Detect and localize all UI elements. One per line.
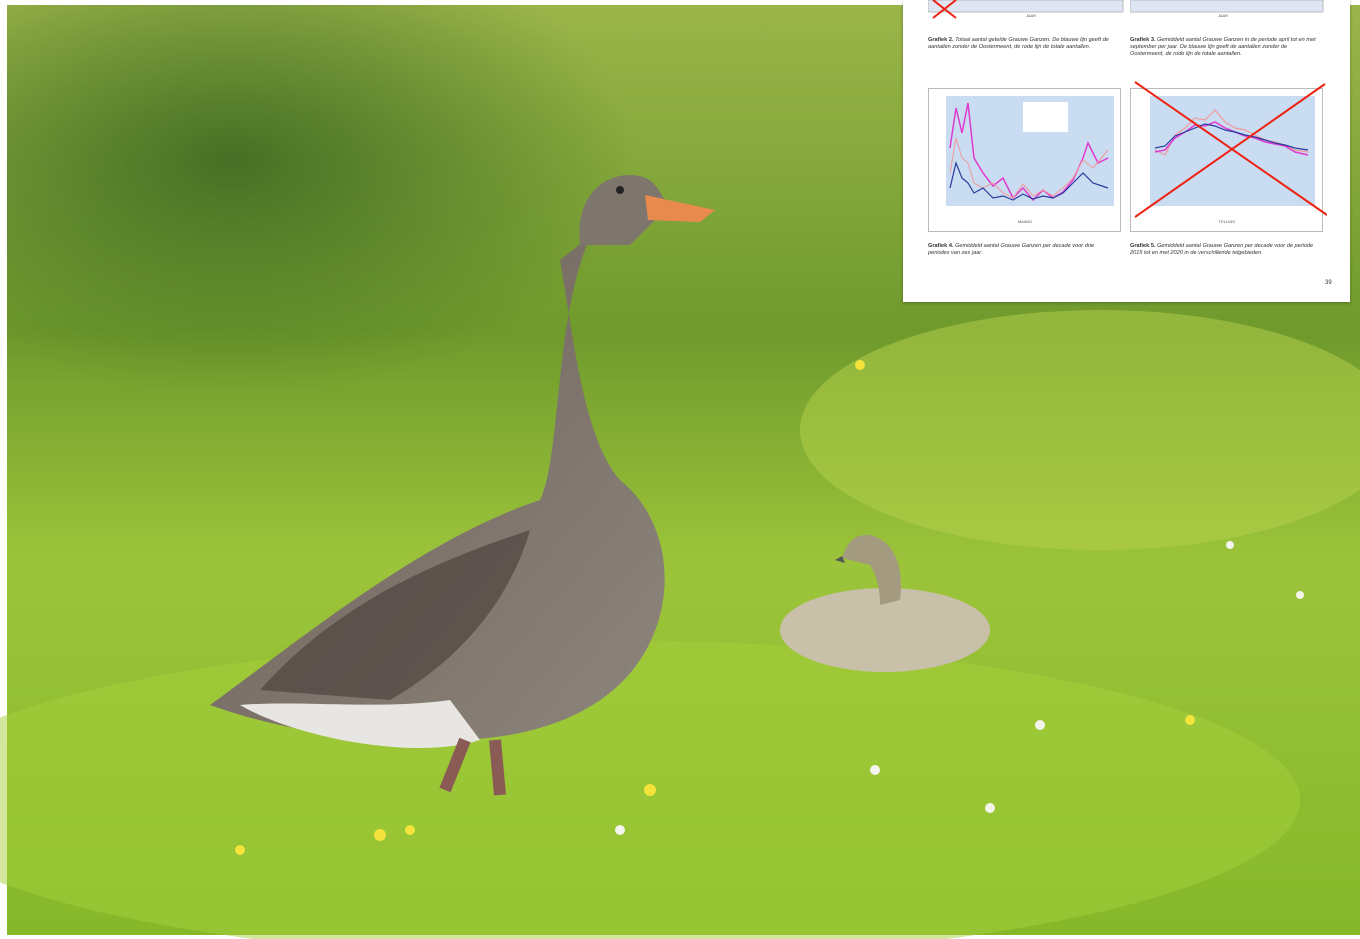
gosling — [780, 534, 990, 672]
flowers — [235, 360, 1195, 855]
caption-label: Grafiek 2. — [928, 37, 954, 43]
shade — [7, 5, 907, 525]
axis-label: MAAND — [1017, 219, 1033, 224]
caption-label: Grafiek 3. — [1130, 37, 1156, 43]
goose — [210, 175, 715, 796]
white-flowers — [615, 541, 1304, 835]
caption: Grafiek 5. Gemiddeld aantal Grauwe Ganze… — [1130, 243, 1318, 257]
document-page: JAAR JAAR Grafiek 2. Totaal aantal getel… — [903, 0, 1350, 302]
caption: Grafiek 2. Totaal aantal getelde Grauwe … — [928, 37, 1116, 51]
light-grass — [800, 310, 1360, 550]
caption-label: Grafiek 5. — [1130, 243, 1156, 249]
caption-text: Gemiddeld aantal Grauwe Ganzen in de per… — [1130, 37, 1316, 57]
chart-image — [928, 0, 1124, 19]
caption: Grafiek 3. Gemiddeld aantal Grauwe Ganze… — [1130, 37, 1318, 58]
caption-text: Gemiddeld aantal Grauwe Ganzen per decad… — [928, 243, 1095, 256]
chart-image — [928, 88, 1121, 232]
axis-label: JAAR — [1217, 13, 1229, 18]
caption-text: Gemiddeld aantal Grauwe Ganzen per decad… — [1130, 243, 1314, 256]
axis-label: TELLING — [1218, 219, 1236, 224]
caption: Grafiek 4. Gemiddeld aantal Grauwe Ganze… — [928, 243, 1116, 257]
chart-image — [1130, 81, 1327, 232]
caption-label: Grafiek 4. — [928, 243, 954, 249]
chart-image — [1130, 0, 1324, 13]
caption-text: Totaal aantal getelde Grauwe Ganzen. De … — [928, 37, 1109, 50]
page-number: 39 — [1325, 280, 1332, 286]
axis-label: JAAR — [1025, 13, 1037, 18]
